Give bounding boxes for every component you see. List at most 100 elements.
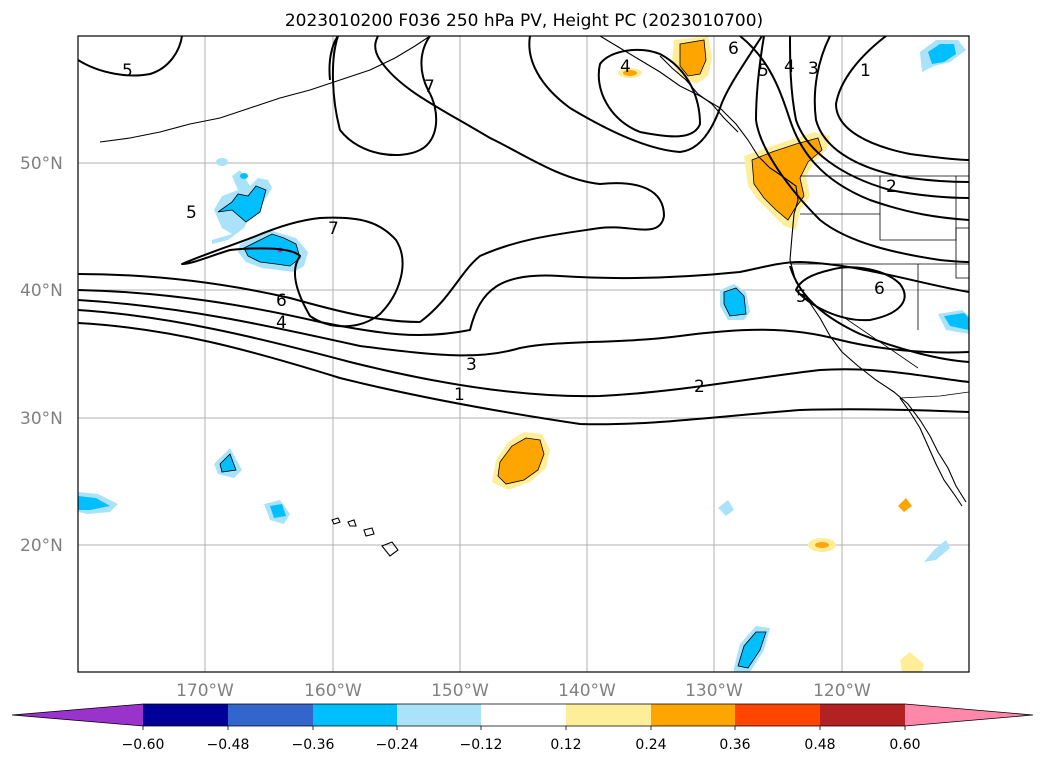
contour-label: 5 xyxy=(758,61,769,81)
contour-label: 5 xyxy=(122,61,133,81)
pv-negative-coast-east-core xyxy=(944,313,969,330)
lon-label: 160°W xyxy=(304,681,362,701)
map-frame xyxy=(77,35,970,673)
pv-outline-hawaii-north xyxy=(219,453,237,473)
contour-label: 6 xyxy=(276,291,287,311)
contour-10 xyxy=(597,48,701,138)
contour-label: 2 xyxy=(886,177,897,197)
pv-outline-aleutian-2 xyxy=(243,233,301,267)
latitude-labels: 50°N 40°N 30°N 20°N xyxy=(20,154,63,556)
contour-11 xyxy=(739,36,969,221)
border-id xyxy=(879,176,957,241)
border-ca-nv xyxy=(841,264,919,369)
colorbar-segment xyxy=(397,704,481,726)
contour-label: 3 xyxy=(466,355,477,375)
contour-1 xyxy=(78,322,969,426)
colorbar-segment xyxy=(481,704,566,726)
lon-label: 130°W xyxy=(685,681,743,701)
pv-negative-hawaii-west-core xyxy=(270,504,286,518)
contour-label: 5 xyxy=(186,203,197,223)
coast-bc-islands xyxy=(659,55,739,133)
contour-2 xyxy=(78,309,969,398)
contour-7 xyxy=(328,36,438,157)
coast-hawaii-kauai xyxy=(331,517,341,525)
lat-label: 30°N xyxy=(20,409,63,429)
contour-label: 1 xyxy=(860,61,871,81)
pv-outline-gulf xyxy=(679,39,707,77)
pv-outline-40n xyxy=(723,287,747,317)
contour-15 xyxy=(755,36,969,263)
pv-negative-small-2 xyxy=(240,173,248,179)
pv-outline-aleutian-1 xyxy=(217,185,267,223)
pv-negative-hawaii-north-core xyxy=(220,454,236,472)
contour-label: 7 xyxy=(328,219,339,239)
contour-label: 6 xyxy=(728,39,739,59)
colorbar-tick-label: −0.12 xyxy=(460,737,503,753)
contour-3 xyxy=(78,299,969,357)
contour-12 xyxy=(789,36,969,199)
pv-negative-40n-core xyxy=(724,288,746,316)
longitude-labels: 170°W 160°W 150°W 140°W 130°W 120°W xyxy=(176,681,871,701)
colorbar-tick-label: 0.48 xyxy=(804,737,835,753)
gridlines xyxy=(78,36,969,672)
height-contours xyxy=(78,36,969,426)
colorbar-segment xyxy=(735,704,820,726)
coast-hawaii-maui xyxy=(363,527,375,537)
pv-negative-aleutian-core xyxy=(218,186,300,266)
colorbar-tick-label: 0.24 xyxy=(635,737,666,753)
lon-label: 170°W xyxy=(176,681,234,701)
lat-label: 20°N xyxy=(20,536,63,556)
contour-label: 7 xyxy=(424,77,435,97)
border-us-mexico xyxy=(899,391,969,399)
contour-label: 5 xyxy=(796,287,807,307)
pv-positive-gulf-alaska-core xyxy=(680,40,706,76)
colorbar-tick-label: −0.36 xyxy=(292,737,335,753)
colorbar-extend-high xyxy=(905,704,1033,726)
contour-label: 6 xyxy=(874,279,885,299)
figure-title: 2023010200 F036 250 hPa PV, Height PC (2… xyxy=(285,11,763,31)
contour-label: 2 xyxy=(694,377,705,397)
pv-negative-small-1 xyxy=(216,158,228,166)
contour-9 xyxy=(528,36,763,153)
contour-5 xyxy=(78,36,665,323)
contour-17 xyxy=(789,265,969,363)
contour-label: 4 xyxy=(784,57,795,77)
colorbar: −0.60 −0.48 −0.36 −0.24 −0.12 0.12 0.24 0.36 0.4… xyxy=(11,703,1034,753)
contour-label: 4 xyxy=(276,313,287,333)
coast-hawaii-big xyxy=(381,541,399,557)
contour-13 xyxy=(813,36,969,183)
pv-positive-small-115w xyxy=(898,498,912,512)
pv-negative-small-130w xyxy=(718,500,734,516)
lon-label: 140°W xyxy=(558,681,616,701)
pv-negative-nw-corner-core xyxy=(928,44,956,64)
colorbar-segment xyxy=(313,704,397,726)
colorbar-extend-low xyxy=(12,704,143,726)
colorbar-tick-label: −0.48 xyxy=(207,737,250,753)
pv-outline-subtropical xyxy=(497,437,545,485)
colorbar-tick-label: 0.12 xyxy=(550,737,581,753)
coast-aleutians xyxy=(99,36,431,143)
pv-negative-small-baja xyxy=(924,540,950,562)
coast-baja xyxy=(899,397,963,507)
map-background xyxy=(78,36,969,672)
pv-outline-south xyxy=(737,631,767,669)
coast-hawaii-oahu xyxy=(347,519,357,527)
contour-4 xyxy=(78,261,969,337)
contour-6 xyxy=(181,216,404,328)
contour-16 xyxy=(795,266,906,322)
pv-positive-small-alaska-core xyxy=(623,70,637,76)
pv-negative-west-edge-core xyxy=(78,496,110,510)
colorbar-segment xyxy=(820,704,905,726)
contour-labels: 5 7 7 4 6 5 4 3 1 5 6 4 3 1 2 5 6 2 xyxy=(122,39,897,405)
colorbar-tick-label: −0.60 xyxy=(122,737,165,753)
colorbar-segment xyxy=(228,704,313,726)
colorbar-segment xyxy=(143,704,228,726)
colorbar-segment xyxy=(651,704,735,726)
contour-label: 4 xyxy=(620,57,631,77)
contour-label: 1 xyxy=(454,385,465,405)
lon-label: 120°W xyxy=(813,681,871,701)
colorbar-tick-label: −0.24 xyxy=(376,737,419,753)
lon-label: 150°W xyxy=(431,681,489,701)
lat-label: 40°N xyxy=(20,281,63,301)
